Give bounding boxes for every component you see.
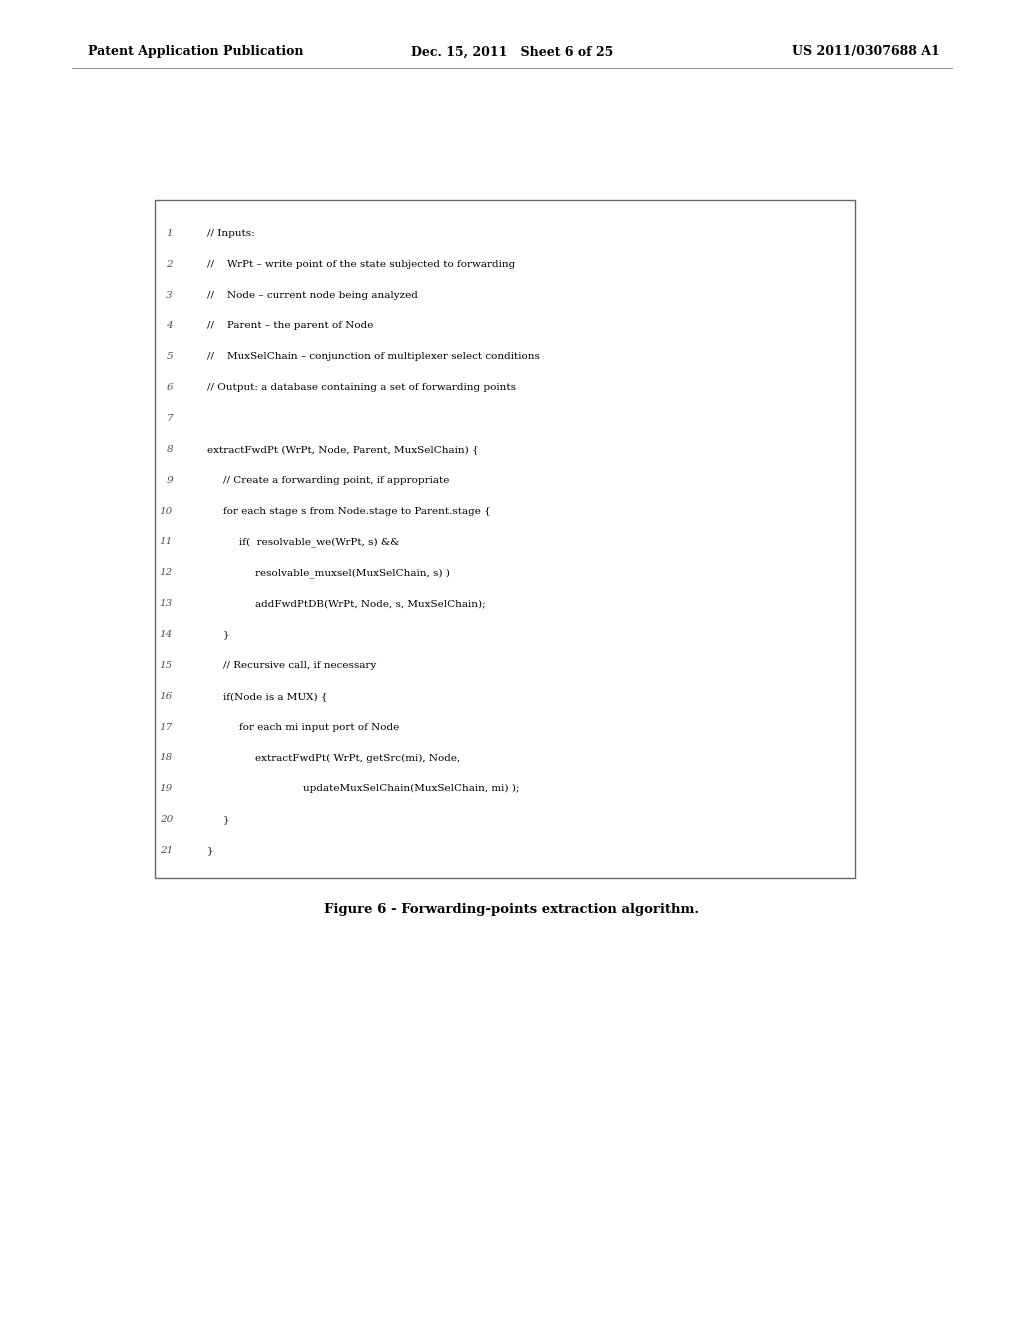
- Text: 4: 4: [166, 322, 173, 330]
- Text: 14: 14: [160, 630, 173, 639]
- Text: // Output: a database containing a set of forwarding points: // Output: a database containing a set o…: [207, 383, 516, 392]
- Text: //    WrPt – write point of the state subjected to forwarding: // WrPt – write point of the state subje…: [207, 260, 515, 269]
- Text: 10: 10: [160, 507, 173, 516]
- Text: if(Node is a MUX) {: if(Node is a MUX) {: [223, 692, 328, 701]
- Text: addFwdPtDB(WrPt, Node, s, MuxSelChain);: addFwdPtDB(WrPt, Node, s, MuxSelChain);: [255, 599, 485, 609]
- Text: 15: 15: [160, 661, 173, 671]
- Text: resolvable_muxsel(MuxSelChain, s) ): resolvable_muxsel(MuxSelChain, s) ): [255, 568, 450, 578]
- Text: 2: 2: [166, 260, 173, 269]
- Text: Figure 6 - Forwarding-points extraction algorithm.: Figure 6 - Forwarding-points extraction …: [325, 903, 699, 916]
- Text: 1: 1: [166, 228, 173, 238]
- Text: 6: 6: [166, 383, 173, 392]
- Text: 5: 5: [166, 352, 173, 362]
- Text: 17: 17: [160, 722, 173, 731]
- Text: 12: 12: [160, 569, 173, 577]
- Text: extractFwdPt( WrPt, getSrc(mi), Node,: extractFwdPt( WrPt, getSrc(mi), Node,: [255, 754, 460, 763]
- Text: 11: 11: [160, 537, 173, 546]
- Text: //    Parent – the parent of Node: // Parent – the parent of Node: [207, 322, 374, 330]
- Text: // Create a forwarding point, if appropriate: // Create a forwarding point, if appropr…: [223, 475, 450, 484]
- Text: 19: 19: [160, 784, 173, 793]
- Text: for each stage s from Node.stage to Parent.stage {: for each stage s from Node.stage to Pare…: [223, 507, 490, 516]
- Text: }: }: [207, 846, 213, 855]
- Text: }: }: [223, 630, 229, 639]
- Text: 7: 7: [166, 414, 173, 424]
- Text: // Inputs:: // Inputs:: [207, 228, 255, 238]
- Text: 8: 8: [166, 445, 173, 454]
- Text: US 2011/0307688 A1: US 2011/0307688 A1: [793, 45, 940, 58]
- Text: // Recursive call, if necessary: // Recursive call, if necessary: [223, 661, 376, 671]
- Text: extractFwdPt (WrPt, Node, Parent, MuxSelChain) {: extractFwdPt (WrPt, Node, Parent, MuxSel…: [207, 445, 478, 454]
- Text: 9: 9: [166, 475, 173, 484]
- Bar: [155, 201, 855, 878]
- Text: 16: 16: [160, 692, 173, 701]
- Text: updateMuxSelChain(MuxSelChain, mi) );: updateMuxSelChain(MuxSelChain, mi) );: [303, 784, 519, 793]
- Text: for each mi input port of Node: for each mi input port of Node: [239, 722, 399, 731]
- Text: }: }: [223, 816, 229, 824]
- Text: Dec. 15, 2011   Sheet 6 of 25: Dec. 15, 2011 Sheet 6 of 25: [411, 45, 613, 58]
- Text: 13: 13: [160, 599, 173, 609]
- Text: 20: 20: [160, 816, 173, 824]
- Text: //    MuxSelChain – conjunction of multiplexer select conditions: // MuxSelChain – conjunction of multiple…: [207, 352, 540, 362]
- Text: 21: 21: [160, 846, 173, 855]
- Text: 3: 3: [166, 290, 173, 300]
- Text: 18: 18: [160, 754, 173, 763]
- Text: //    Node – current node being analyzed: // Node – current node being analyzed: [207, 290, 418, 300]
- Text: if(  resolvable_we(WrPt, s) &&: if( resolvable_we(WrPt, s) &&: [239, 537, 399, 546]
- Text: Patent Application Publication: Patent Application Publication: [88, 45, 303, 58]
